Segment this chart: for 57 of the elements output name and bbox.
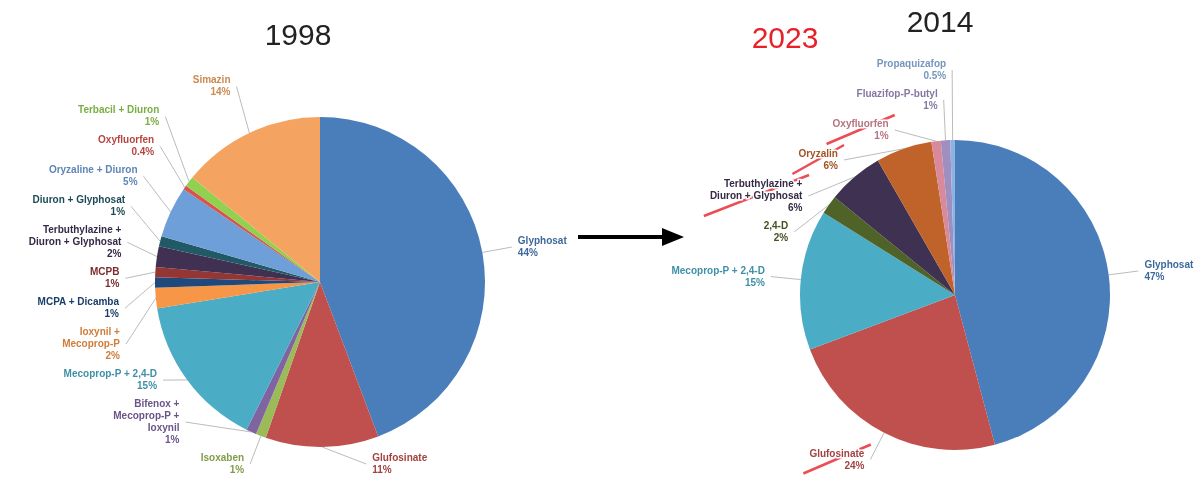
data-label: 2% bbox=[106, 248, 122, 260]
text: 2023 bbox=[751, 21, 819, 54]
pie-slice bbox=[809, 295, 995, 450]
pie-slice bbox=[320, 117, 485, 437]
data-label: 2% bbox=[105, 350, 121, 362]
slice-label: Bifenox + Mecoprop-P + Ioxynil bbox=[113, 398, 180, 434]
data-label: 6% bbox=[787, 202, 803, 213]
slice-label: Ioxynil + Mecoprop-P bbox=[62, 326, 121, 350]
pie-slice bbox=[823, 197, 955, 295]
slice-label: Oxyfluorfen bbox=[98, 134, 155, 146]
data-label: 1% bbox=[104, 278, 120, 290]
slice-label: Terbuthylazine + Diuron + Glyphosat bbox=[28, 224, 122, 248]
slice-label: Glyphosat bbox=[1144, 258, 1194, 270]
data-label: 47% bbox=[1144, 270, 1165, 282]
slice-label: Mecoprop-P + 2,4-D bbox=[671, 264, 765, 276]
data-label: 2% bbox=[773, 232, 789, 243]
data-label: 24% bbox=[844, 459, 865, 471]
data-label: 1% bbox=[110, 206, 126, 218]
data-label: 44% bbox=[517, 247, 538, 259]
data-label: 11% bbox=[372, 464, 392, 475]
data-label: 15% bbox=[137, 380, 158, 392]
data-label: 1% bbox=[229, 464, 245, 475]
slice-label: Mecoprop-P + 2,4-D bbox=[63, 368, 158, 380]
slice-label: Glyphosat bbox=[517, 235, 568, 247]
pie-slice bbox=[800, 212, 955, 350]
chart-title: 1998 bbox=[264, 18, 332, 51]
slice-label: MCPB bbox=[89, 266, 120, 278]
chart-title: 2014 bbox=[906, 5, 974, 38]
pie-slice bbox=[265, 282, 379, 447]
data-label: 6% bbox=[823, 160, 839, 171]
data-label: 1% bbox=[164, 434, 180, 446]
slice-label: Terbacil + Diuron bbox=[78, 104, 160, 116]
data-label: 15% bbox=[744, 276, 766, 288]
data-label: 1% bbox=[104, 308, 120, 320]
data-label: 1% bbox=[923, 100, 938, 111]
slice-label: Oryzaline + Diuron bbox=[48, 164, 138, 176]
slice-label: Propaquizafop bbox=[876, 58, 947, 69]
pie-slice bbox=[931, 140, 955, 295]
data-label: 0.4% bbox=[131, 146, 155, 158]
pie-slice bbox=[877, 141, 955, 295]
data-label: 5% bbox=[123, 176, 138, 188]
data-label: 1% bbox=[874, 130, 889, 141]
data-label: 14% bbox=[210, 86, 231, 98]
pie-slice bbox=[155, 246, 320, 282]
slice-label: Simazin bbox=[192, 74, 231, 86]
slice-label: MCPA + Dicamba bbox=[37, 296, 120, 308]
slice-label: Fluazifop-P-butyl bbox=[856, 88, 938, 99]
pie-slice bbox=[155, 282, 320, 309]
data-label: 0.5% bbox=[923, 70, 947, 81]
pie-slice bbox=[955, 140, 1110, 445]
slice-label: 2,4-D bbox=[763, 220, 789, 231]
slice-label: Glufosinate bbox=[372, 452, 428, 463]
pie-slice bbox=[161, 189, 320, 282]
slice-label: Diuron + Glyphosat bbox=[32, 194, 126, 206]
slice-label: Isoxaben bbox=[200, 452, 245, 463]
data-label: 1% bbox=[144, 116, 160, 128]
pie-slice bbox=[192, 117, 320, 282]
